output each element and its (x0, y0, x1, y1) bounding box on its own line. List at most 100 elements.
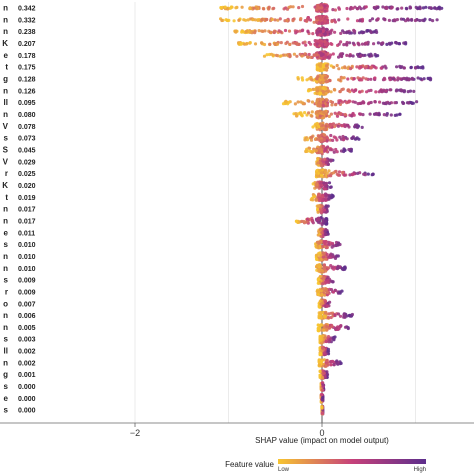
feature-label: n (3, 323, 8, 332)
shap-point (395, 65, 399, 69)
shap-point (322, 127, 326, 132)
shap-point (309, 138, 314, 142)
feature-label: n (3, 264, 8, 273)
shap-point (325, 304, 329, 308)
shap-point (318, 169, 322, 173)
shap-point (296, 100, 300, 104)
shap-point (409, 101, 413, 105)
shap-point (423, 17, 427, 21)
shap-point (315, 182, 319, 186)
shap-point (321, 103, 325, 107)
shap-point (314, 197, 318, 201)
shap-point (331, 52, 335, 56)
shap-point (388, 88, 392, 92)
shap-point (369, 77, 373, 81)
shap-point (324, 339, 328, 344)
shap-point (402, 76, 406, 80)
x-axis: −2 0 (0, 422, 474, 438)
shap-point (288, 53, 292, 57)
shap-point (316, 323, 320, 327)
shap-point (428, 18, 432, 22)
shap-point (346, 17, 350, 21)
shap-point (372, 112, 377, 116)
shap-point (316, 161, 320, 165)
shap-point (333, 30, 337, 34)
shap-point (300, 4, 305, 9)
shap-point (375, 30, 379, 34)
shap-point (345, 6, 349, 11)
shap-point (413, 18, 417, 23)
shap-point (319, 161, 323, 165)
shap-point (345, 30, 349, 34)
shap-point (340, 170, 345, 175)
shap-point (300, 29, 304, 33)
shap-point (328, 124, 332, 128)
shap-point (307, 52, 311, 57)
shap-point (315, 253, 319, 257)
shap-point (418, 18, 422, 23)
shap-point (325, 193, 329, 197)
shap-point (342, 43, 346, 47)
shap-point (371, 30, 375, 34)
shap-point (325, 79, 330, 84)
shap-point (385, 113, 389, 117)
shap-point (334, 103, 338, 107)
shap-point (318, 38, 322, 42)
shap-point (339, 52, 343, 56)
shap-point (315, 263, 319, 267)
shap-point (322, 138, 326, 142)
shap-point (320, 411, 324, 415)
shap-point (321, 334, 325, 338)
shap-point (299, 17, 303, 21)
shap-point (348, 173, 352, 177)
shap-point (320, 231, 324, 235)
shap-point (273, 29, 277, 33)
shap-point (324, 91, 328, 95)
shap-point (316, 207, 320, 211)
shap-point (315, 257, 319, 261)
shap-point (295, 54, 299, 58)
shap-point (318, 88, 322, 92)
mean-shap-value: 0.080 (18, 112, 36, 119)
shap-point (322, 55, 326, 60)
shap-point (317, 204, 321, 208)
shap-point (364, 5, 368, 9)
shap-point (255, 7, 259, 11)
feature-label: s (4, 276, 9, 285)
shap-point (329, 29, 333, 33)
shap-point (310, 114, 314, 118)
shap-point (429, 6, 433, 10)
shap-point (306, 30, 310, 34)
shap-point (317, 305, 321, 309)
feature-label: n (3, 358, 8, 367)
feature-label: n (3, 15, 8, 24)
shap-point (315, 137, 319, 141)
shap-point (327, 197, 331, 201)
shap-point (336, 173, 340, 177)
shap-point (397, 42, 401, 46)
shap-point (315, 121, 319, 126)
shap-point (315, 89, 319, 93)
shap-point (329, 133, 333, 138)
feature-label: V (3, 157, 9, 166)
mean-shap-value: 0.045 (18, 147, 36, 154)
shap-point (382, 113, 386, 117)
shap-point (360, 31, 365, 35)
shap-point (310, 110, 314, 114)
shap-point (279, 30, 283, 34)
shap-point (333, 8, 337, 12)
shap-point (348, 31, 352, 35)
shap-point (325, 293, 329, 297)
shap-point (343, 65, 347, 69)
shap-point (317, 192, 321, 196)
shap-point (320, 171, 324, 175)
shap-point (329, 90, 333, 94)
shap-point (309, 55, 313, 60)
shap-point (379, 66, 383, 70)
shap-point (323, 17, 327, 21)
shap-point (220, 18, 224, 23)
shap-point (317, 292, 321, 296)
shap-point (316, 124, 320, 128)
shap-point (321, 63, 325, 67)
mean-shap-value: 0.078 (18, 124, 36, 131)
